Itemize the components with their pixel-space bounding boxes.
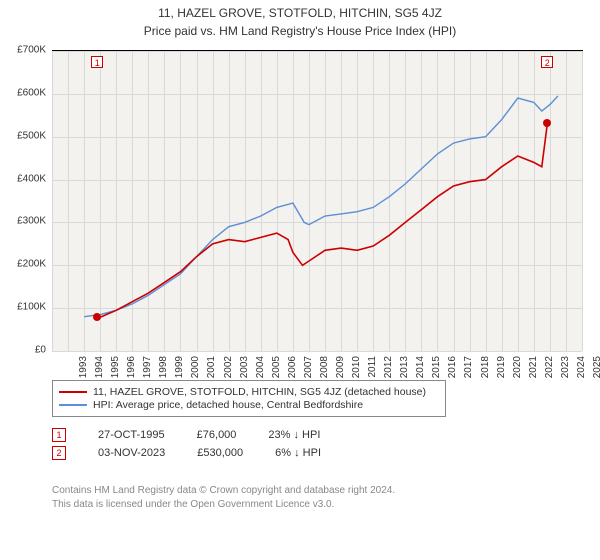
- y-tick-label: £700K: [0, 45, 46, 56]
- tx-delta: 6% ↓ HPI: [275, 447, 321, 459]
- x-tick-label: 2019: [496, 356, 507, 386]
- legend-label-hpi: HPI: Average price, detached house, Cent…: [93, 399, 363, 411]
- tx-marker: 1: [52, 428, 66, 442]
- y-tick-label: £300K: [0, 216, 46, 227]
- chart-plot-area: [52, 50, 583, 351]
- y-tick-label: £200K: [0, 259, 46, 270]
- marker-dot-1: [93, 313, 101, 321]
- x-tick-label: 2023: [560, 356, 571, 386]
- credits-line-2: This data is licensed under the Open Gov…: [52, 498, 395, 512]
- credits-line-1: Contains HM Land Registry data © Crown c…: [52, 484, 395, 498]
- chart-lines: [52, 51, 582, 351]
- tx-delta: 23% ↓ HPI: [268, 429, 320, 441]
- y-tick-label: £600K: [0, 87, 46, 98]
- tx-price: £530,000: [197, 447, 243, 459]
- y-tick-label: £0: [0, 345, 46, 356]
- title-line-1: 11, HAZEL GROVE, STOTFOLD, HITCHIN, SG5 …: [0, 0, 600, 20]
- y-tick-label: £100K: [0, 302, 46, 313]
- x-tick-label: 2025: [592, 356, 600, 386]
- title-line-2: Price paid vs. HM Land Registry's House …: [0, 20, 600, 44]
- legend-box: 11, HAZEL GROVE, STOTFOLD, HITCHIN, SG5 …: [52, 380, 446, 417]
- legend-swatch-hpi: [59, 404, 87, 406]
- transaction-rows: 1 27-OCT-1995 £76,000 23% ↓ HPI 2 03-NOV-2023…: [52, 424, 321, 464]
- tx-price: £76,000: [197, 429, 237, 441]
- transaction-row: 2 03-NOV-2023 £530,000 6% ↓ HPI: [52, 446, 321, 460]
- tx-marker: 2: [52, 446, 66, 460]
- credits-text: Contains HM Land Registry data © Crown c…: [52, 484, 395, 511]
- legend-row-hpi: HPI: Average price, detached house, Cent…: [59, 399, 439, 411]
- tx-date: 03-NOV-2023: [98, 447, 165, 459]
- marker-box-1: 1: [91, 56, 103, 68]
- legend-row-price-paid: 11, HAZEL GROVE, STOTFOLD, HITCHIN, SG5 …: [59, 386, 439, 398]
- x-tick-label: 2020: [512, 356, 523, 386]
- tx-date: 27-OCT-1995: [98, 429, 165, 441]
- legend-label-price-paid: 11, HAZEL GROVE, STOTFOLD, HITCHIN, SG5 …: [93, 386, 426, 398]
- x-tick-label: 2022: [544, 356, 555, 386]
- marker-box-2: 2: [541, 56, 553, 68]
- x-tick-label: 2024: [576, 356, 587, 386]
- x-tick-label: 2021: [528, 356, 539, 386]
- marker-dot-2: [543, 119, 551, 127]
- legend-swatch-price-paid: [59, 391, 87, 393]
- transaction-row: 1 27-OCT-1995 £76,000 23% ↓ HPI: [52, 428, 321, 442]
- y-tick-label: £400K: [0, 173, 46, 184]
- x-tick-label: 2018: [480, 356, 491, 386]
- x-tick-label: 2017: [463, 356, 474, 386]
- x-tick-label: 2016: [447, 356, 458, 386]
- y-tick-label: £500K: [0, 130, 46, 141]
